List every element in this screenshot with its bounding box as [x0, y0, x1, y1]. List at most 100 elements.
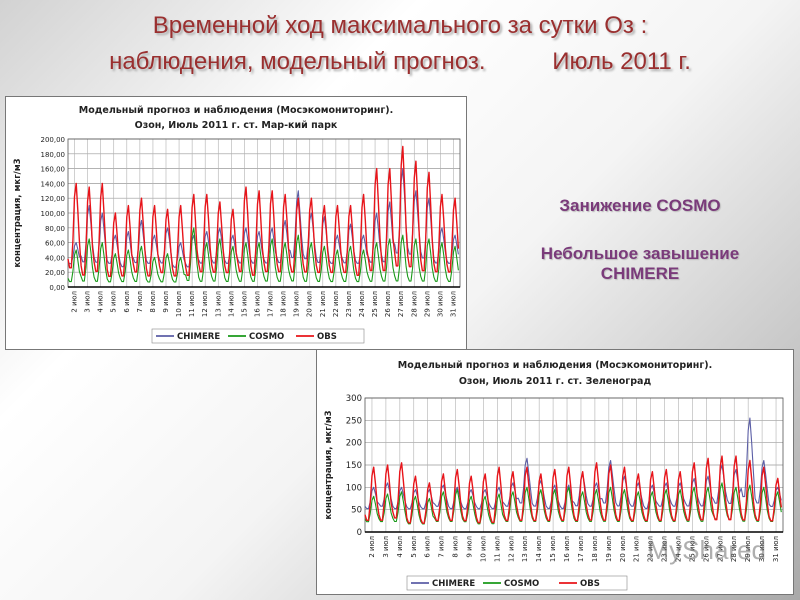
x-tick-label: 23 июл	[345, 291, 353, 317]
chart-marino-svg: Модельный прогноз и наблюдения (Мосэкомо…	[13, 105, 461, 344]
x-tick-label: 3 июл	[84, 291, 92, 313]
x-tick-label: 17 июл	[577, 536, 585, 562]
x-tick-label: 12 июл	[507, 536, 515, 562]
chart-subtitle: Озон, Июль 2011 г. ст. Мар-кий парк	[135, 120, 338, 131]
x-tick-label: 27 июл	[397, 291, 405, 317]
chart-title: Модельный прогноз и наблюдения (Мосэкомо…	[79, 105, 394, 116]
y-tick-label: 300	[346, 394, 362, 404]
x-tick-label: 16 июл	[253, 291, 261, 317]
x-tick-label: 29 июл	[423, 291, 431, 317]
x-tick-label: 21 июл	[633, 536, 641, 562]
x-tick-label: 2 июл	[71, 291, 79, 313]
x-tick-label: 9 июл	[466, 536, 474, 558]
y-tick-label: 200	[346, 439, 362, 449]
callout-chimere-line2: CHIMERE	[600, 264, 680, 283]
legend-box	[406, 575, 628, 591]
y-tick-label: 40,00	[45, 254, 65, 262]
callout-chimere: Небольшое завышение CHIMERE	[505, 244, 775, 284]
x-tick-label: 29 июл	[744, 536, 752, 562]
x-tick-label: 7 июл	[136, 291, 144, 313]
x-tick-label: 23 июл	[661, 536, 669, 562]
y-tick-label: 140,00	[41, 180, 66, 188]
x-tick-label: 12 июл	[201, 291, 209, 317]
series-line-cosmo	[67, 227, 459, 283]
x-tick-label: 14 июл	[227, 291, 235, 317]
x-tick-label: 19 июл	[605, 536, 613, 562]
x-tick-label: 18 июл	[591, 536, 599, 562]
x-tick-label: 19 июл	[293, 291, 301, 317]
x-tick-label: 20 июл	[306, 291, 314, 317]
x-tick-label: 28 июл	[410, 291, 418, 317]
slide-title-line1: Временной ход максимального за сутки Оз …	[152, 12, 648, 39]
x-tick-label: 8 июл	[149, 291, 157, 313]
y-tick-label: 0,00	[49, 284, 65, 292]
x-tick-label: 2 июл	[368, 536, 376, 558]
x-tick-label: 5 июл	[110, 291, 118, 313]
x-tick-label: 26 июл	[702, 536, 710, 562]
x-tick-label: 26 июл	[384, 291, 392, 317]
chart-zelenograd-svg: Модельный прогноз и наблюдения (Мосэкомо…	[324, 360, 784, 591]
callout-cosmo-text: Занижение COSMO	[559, 196, 721, 215]
chart-legend: CHIMERE COSMO OBS	[406, 575, 628, 591]
x-tick-label: 8 июл	[452, 536, 460, 558]
x-tick-label: 4 июл	[396, 536, 404, 558]
x-tick-label: 5 июл	[410, 536, 418, 558]
x-tick-label: 10 июл	[479, 536, 487, 562]
x-tick-label: 6 июл	[123, 291, 131, 313]
y-tick-label: 250	[346, 416, 362, 426]
callout-cosmo: Занижение COSMO	[520, 196, 760, 216]
y-tick-label: 50	[351, 506, 362, 516]
y-tick-label: 200,00	[41, 136, 66, 144]
y-tick-label: 0	[357, 528, 362, 538]
chart-subtitle: Озон, Июль 2011 г. ст. Зеленоград	[459, 376, 652, 387]
y-tick-label: 120,00	[41, 195, 66, 203]
x-tick-label: 27 июл	[716, 536, 724, 562]
x-tick-label: 11 июл	[493, 536, 501, 562]
x-tick-label: 18 июл	[280, 291, 288, 317]
slide-title: Временной ход максимального за сутки Оз …	[0, 8, 800, 80]
legend-label-obs: OBS	[317, 332, 337, 342]
x-tick-label: 15 июл	[240, 291, 248, 317]
chart-zelenograd: Модельный прогноз и наблюдения (Мосэкомо…	[316, 349, 794, 595]
x-tick-label: 14 июл	[535, 536, 543, 562]
y-tick-label: 100	[346, 483, 362, 493]
y-tick-label: 100,00	[41, 210, 66, 218]
x-tick-label: 25 июл	[688, 536, 696, 562]
x-tick-label: 16 июл	[563, 536, 571, 562]
x-tick-label: 24 июл	[675, 536, 683, 562]
chart-title: Модельный прогноз и наблюдения (Мосэкомо…	[398, 360, 713, 371]
legend-label-obs: OBS	[580, 579, 600, 589]
series-line-obs	[67, 145, 460, 277]
y-tick-label: 160,00	[41, 166, 66, 174]
legend-box	[151, 328, 365, 344]
y-axis-label: концентрация, мкг/м3	[13, 158, 23, 267]
x-tick-label: 13 июл	[521, 536, 529, 562]
x-tick-label: 4 июл	[97, 291, 105, 313]
watermark-text: MyShared	[647, 535, 767, 565]
legend-label-cosmo: COSMO	[504, 579, 539, 589]
x-tick-label: 10 июл	[175, 291, 183, 317]
y-tick-label: 150	[346, 461, 362, 471]
x-tick-label: 13 июл	[214, 291, 222, 317]
legend-label-chimere: CHIMERE	[177, 332, 220, 342]
x-tick-label: 24 июл	[358, 291, 366, 317]
x-tick-label: 15 июл	[549, 536, 557, 562]
x-tick-label: 31 июл	[772, 536, 780, 562]
x-tick-label: 21 июл	[319, 291, 327, 317]
series-line-cosmo	[364, 482, 782, 525]
x-tick-label: 11 июл	[188, 291, 196, 317]
series-line-obs	[364, 455, 782, 524]
x-tick-label: 3 июл	[382, 536, 390, 558]
y-tick-label: 20,00	[45, 269, 65, 277]
x-tick-label: 6 июл	[424, 536, 432, 558]
x-tick-label: 22 июл	[647, 536, 655, 562]
x-tick-label: 31 июл	[449, 291, 457, 317]
x-tick-label: 17 июл	[267, 291, 275, 317]
x-tick-label: 30 июл	[436, 291, 444, 317]
callout-chimere-line1: Небольшое завышение	[540, 244, 740, 263]
x-tick-label: 7 июл	[438, 536, 446, 558]
slide-title-line2: наблюдения, модельный прогноз. Июль 2011…	[109, 48, 691, 75]
y-tick-label: 80,00	[45, 225, 65, 233]
y-axis-label: концентрация, мкг/м3	[324, 410, 334, 519]
y-tick-label: 60,00	[45, 240, 65, 248]
